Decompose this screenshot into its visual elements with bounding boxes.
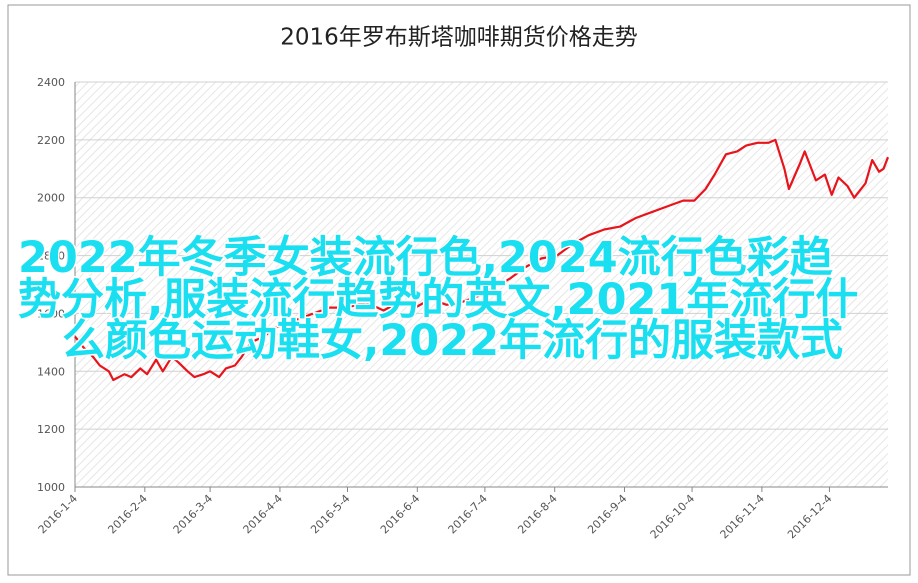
y-tick-label: 2000 — [37, 192, 65, 205]
y-tick-label: 1000 — [37, 481, 65, 494]
overlay-text: 2022年冬季女装流行色,2024流行色彩趋 — [18, 233, 833, 283]
price-line — [74, 138, 890, 382]
overlay-text: 势分析,服装流行趋势的英文,2021年流行什 — [18, 275, 858, 325]
chart-title: 2016年罗布斯塔咖啡期货价格走势 — [280, 25, 638, 51]
y-tick-label: 1200 — [37, 423, 65, 436]
y-tick-label: 2400 — [37, 76, 65, 89]
y-tick-label: 1400 — [37, 365, 65, 378]
plot-area — [75, 82, 888, 487]
y-tick-label: 1600 — [37, 307, 65, 320]
overlay: 2022年冬季女装流行色,2024流行色彩趋势分析,服装流行趋势的英文,2021… — [17, 232, 860, 368]
y-tick-label: 2200 — [37, 134, 65, 147]
y-tick-label: 1800 — [37, 250, 65, 263]
overlay-text: 么颜色运动鞋女,2022年流行的服装款式 — [62, 316, 843, 366]
